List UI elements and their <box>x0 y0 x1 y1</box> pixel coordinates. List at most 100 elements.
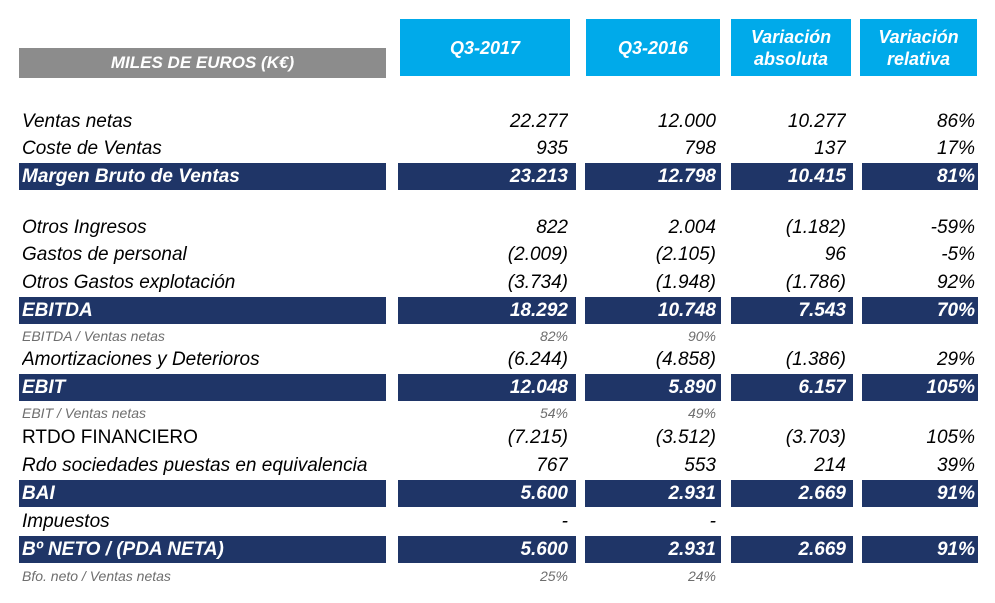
total-bar <box>398 536 576 563</box>
total-bar <box>398 480 576 507</box>
value-q3-2016: 798 <box>684 138 716 159</box>
value-variacion-relativa: 81% <box>936 166 975 187</box>
value-variacion-relativa: 86% <box>936 111 975 132</box>
value-q3-2017: (3.734) <box>507 272 568 293</box>
total-bar <box>398 163 576 190</box>
total-bar <box>19 480 386 507</box>
ratio-row-bfo-neto-ventas: Bfo. neto / Ventas netas 25% 24% <box>0 566 995 586</box>
total-bar <box>585 480 721 507</box>
value-variacion-absoluta: 96 <box>824 244 846 265</box>
value-q3-2017: 82% <box>539 328 568 344</box>
total-row-margen-bruto: Margen Bruto de Ventas 23.213 12.798 10.… <box>0 163 995 190</box>
value-variacion-absoluta: 10.277 <box>787 111 846 132</box>
total-row-beneficio-neto: Bº NETO / (PDA NETA) 5.600 2.931 2.669 9… <box>0 536 995 563</box>
total-bar <box>398 297 576 324</box>
value-variacion-absoluta: 2.669 <box>798 483 846 504</box>
value-q3-2016: 2.931 <box>668 539 716 560</box>
value-variacion-absoluta: 7.543 <box>798 300 846 321</box>
table-row-coste-ventas: Coste de Ventas 935 798 137 17% <box>0 135 995 162</box>
row-label: Otros Gastos explotación <box>22 272 236 293</box>
table-row-amortizaciones: Amortizaciones y Deterioros (6.244) (4.8… <box>0 346 995 373</box>
column-header-variacion-relativa: Variación relativa <box>860 19 977 76</box>
value-q3-2016: 24% <box>687 568 716 584</box>
ratio-row-ebit-ventas: EBIT / Ventas netas 54% 49% <box>0 403 995 423</box>
value-q3-2017: 12.048 <box>509 377 568 398</box>
value-q3-2016: (1.948) <box>655 272 716 293</box>
row-label: Bº NETO / (PDA NETA) <box>22 539 224 560</box>
value-q3-2017: 22.277 <box>509 111 568 132</box>
row-label: EBITDA / Ventas netas <box>22 328 165 344</box>
value-variacion-relativa: 92% <box>936 272 975 293</box>
value-q3-2016: - <box>709 511 716 532</box>
value-q3-2017: (6.244) <box>507 349 568 370</box>
row-label: Otros Ingresos <box>22 217 147 238</box>
total-bar <box>19 536 386 563</box>
total-bar <box>731 480 853 507</box>
table-row-otros-ingresos: Otros Ingresos 822 2.004 (1.182) -59% <box>0 214 995 241</box>
total-bar <box>862 536 978 563</box>
total-bar <box>731 374 853 401</box>
value-variacion-absoluta: 214 <box>814 455 846 476</box>
row-label: Coste de Ventas <box>22 138 162 159</box>
table-row-ventas-netas: Ventas netas 22.277 12.000 10.277 86% <box>0 108 995 135</box>
total-bar <box>398 374 576 401</box>
value-q3-2017: (2.009) <box>507 244 568 265</box>
table-row-rtdo-financiero: RTDO FINANCIERO (7.215) (3.512) (3.703) … <box>0 424 995 451</box>
value-q3-2017: 767 <box>536 455 568 476</box>
row-label: EBIT / Ventas netas <box>22 405 146 421</box>
table-row-impuestos: Impuestos - - <box>0 508 995 535</box>
value-q3-2016: 90% <box>687 328 716 344</box>
value-variacion-relativa: 29% <box>936 349 975 370</box>
value-variacion-absoluta: (1.786) <box>785 272 846 293</box>
total-bar <box>585 374 721 401</box>
value-q3-2017: 822 <box>536 217 568 238</box>
column-header-q3-2016: Q3-2016 <box>586 19 720 76</box>
value-variacion-relativa: 91% <box>936 483 975 504</box>
total-bar <box>862 374 978 401</box>
value-q3-2017: 54% <box>539 405 568 421</box>
value-q3-2016: 10.748 <box>657 300 716 321</box>
column-header-q3-2017: Q3-2017 <box>400 19 570 76</box>
table-row-otros-gastos: Otros Gastos explotación (3.734) (1.948)… <box>0 269 995 296</box>
table-row-rdo-sociedades: Rdo sociedades puestas en equivalencia 7… <box>0 452 995 479</box>
total-bar <box>862 297 978 324</box>
value-variacion-relativa: 105% <box>926 377 975 398</box>
value-variacion-relativa: -59% <box>930 217 975 238</box>
value-q3-2016: 2.004 <box>668 217 716 238</box>
value-q3-2016: 2.931 <box>668 483 716 504</box>
value-variacion-relativa: -5% <box>941 244 975 265</box>
total-bar <box>731 536 853 563</box>
value-variacion-relativa: 17% <box>936 138 975 159</box>
table-row-gastos-personal: Gastos de personal (2.009) (2.105) 96 -5… <box>0 241 995 268</box>
value-q3-2016: 12.798 <box>657 166 716 187</box>
value-variacion-absoluta: 6.157 <box>798 377 846 398</box>
value-variacion-absoluta: (3.703) <box>785 427 846 448</box>
row-label: Margen Bruto de Ventas <box>22 166 240 187</box>
value-q3-2016: (4.858) <box>655 349 716 370</box>
row-label: RTDO FINANCIERO <box>22 427 198 448</box>
total-bar <box>731 163 853 190</box>
value-q3-2017: 935 <box>536 138 568 159</box>
total-bar <box>585 163 721 190</box>
value-variacion-relativa: 70% <box>936 300 975 321</box>
total-row-bai: BAI 5.600 2.931 2.669 91% <box>0 480 995 507</box>
row-label: Rdo sociedades puestas en equivalencia <box>22 455 368 476</box>
total-bar <box>19 163 386 190</box>
row-label: Bfo. neto / Ventas netas <box>22 568 171 584</box>
value-q3-2017: 18.292 <box>509 300 568 321</box>
row-label: Ventas netas <box>22 111 133 132</box>
value-q3-2017: 5.600 <box>520 483 568 504</box>
value-q3-2016: 5.890 <box>668 377 716 398</box>
value-q3-2016: (2.105) <box>655 244 716 265</box>
ratio-row-ebitda-ventas: EBITDA / Ventas netas 82% 90% <box>0 326 995 346</box>
total-bar <box>19 374 386 401</box>
value-q3-2016: 553 <box>684 455 716 476</box>
row-label: EBITDA <box>22 300 93 321</box>
row-label: BAI <box>22 483 55 504</box>
value-q3-2017: 23.213 <box>509 166 568 187</box>
value-variacion-relativa: 91% <box>936 539 975 560</box>
value-variacion-absoluta: 2.669 <box>798 539 846 560</box>
value-q3-2017: 5.600 <box>520 539 568 560</box>
column-header-variacion-absoluta: Variación absoluta <box>731 19 851 76</box>
value-variacion-absoluta: 10.415 <box>787 166 846 187</box>
